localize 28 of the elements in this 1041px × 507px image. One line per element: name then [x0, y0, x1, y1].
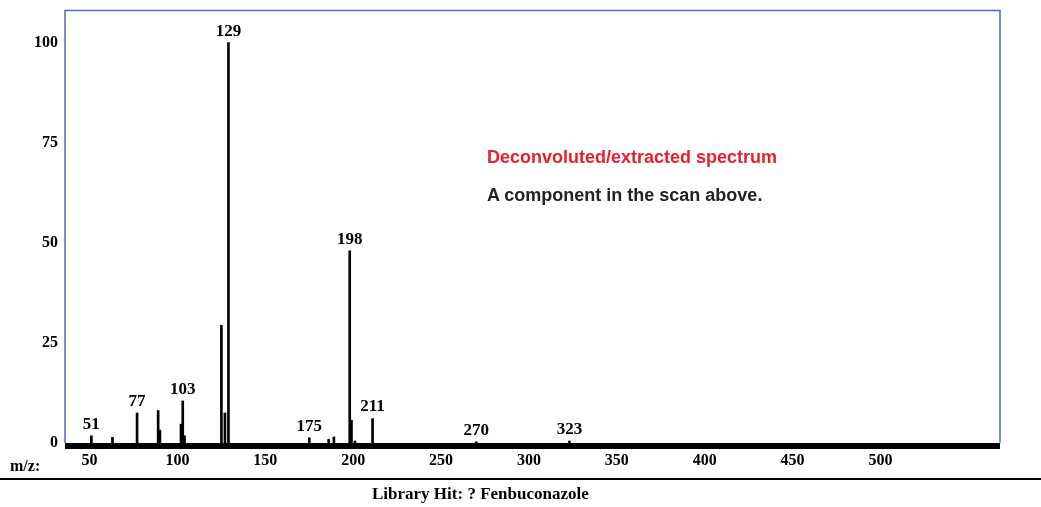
y-tick-label: 0 — [50, 433, 58, 451]
y-tick-label: 100 — [34, 32, 58, 50]
annotation: 175 — [296, 415, 323, 435]
text: Library Hit: ? Fenbuconazole — [372, 484, 589, 504]
x-tick-label: 250 — [429, 450, 454, 468]
annotation: 323 — [556, 418, 583, 438]
x-tick-label: 350 — [604, 450, 629, 468]
annotation: 211 — [360, 396, 385, 416]
x-tick-label: 450 — [780, 450, 805, 468]
x-tick-label: 50 — [81, 450, 98, 468]
annotation: 103 — [170, 378, 196, 398]
annotation: Deconvoluted/extracted spectrum — [487, 147, 778, 168]
annotation: 129 — [215, 20, 242, 40]
x-tick-label: 100 — [165, 450, 190, 468]
annotation: 51 — [82, 413, 100, 433]
x-axis-title: m/z: — [10, 457, 41, 475]
x-tick-label: 400 — [692, 450, 717, 468]
y-tick-label: 75 — [42, 132, 58, 150]
y-tick-label: 50 — [42, 232, 58, 250]
x-tick-label: 500 — [868, 450, 893, 468]
x-tick-label: 300 — [516, 450, 541, 468]
annotation: 77 — [128, 390, 147, 410]
annotation: 198 — [336, 228, 363, 248]
annotation: 270 — [463, 419, 490, 439]
annotation: A component in the scan above. — [487, 185, 763, 206]
x-tick-label: 150 — [253, 450, 278, 468]
y-tick-label: 25 — [42, 333, 58, 351]
x-tick-label: 200 — [341, 450, 366, 468]
